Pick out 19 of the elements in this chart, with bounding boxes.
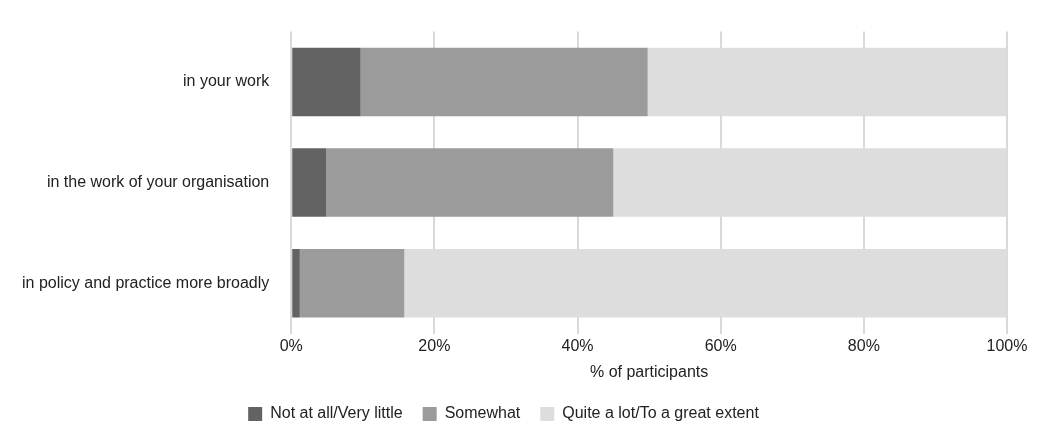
y-tick-label: in the work of your organisation bbox=[46, 173, 270, 191]
x-tick-label: 0% bbox=[279, 336, 303, 354]
y-tick-label: in policy and practice more broadly bbox=[22, 273, 270, 291]
bar bbox=[360, 47, 648, 117]
y-tick-label: in your work bbox=[182, 72, 271, 90]
legend-label: Somewhat bbox=[444, 404, 521, 422]
bar bbox=[292, 148, 327, 217]
legend-label: Quite a lot/To a great extent bbox=[562, 404, 760, 422]
x-tick-label: 20% bbox=[418, 336, 451, 354]
legend-label: Not at all/Very little bbox=[270, 404, 403, 422]
x-tick-label: 80% bbox=[847, 336, 880, 354]
bar bbox=[292, 249, 300, 318]
x-axis-title: % of participants bbox=[589, 362, 709, 380]
x-tick-label: 40% bbox=[561, 336, 594, 354]
x-tick-label: 60% bbox=[704, 336, 737, 354]
bar bbox=[292, 47, 361, 117]
bar bbox=[299, 249, 405, 318]
bar bbox=[326, 148, 614, 217]
x-tick-label: 100% bbox=[986, 336, 1028, 354]
